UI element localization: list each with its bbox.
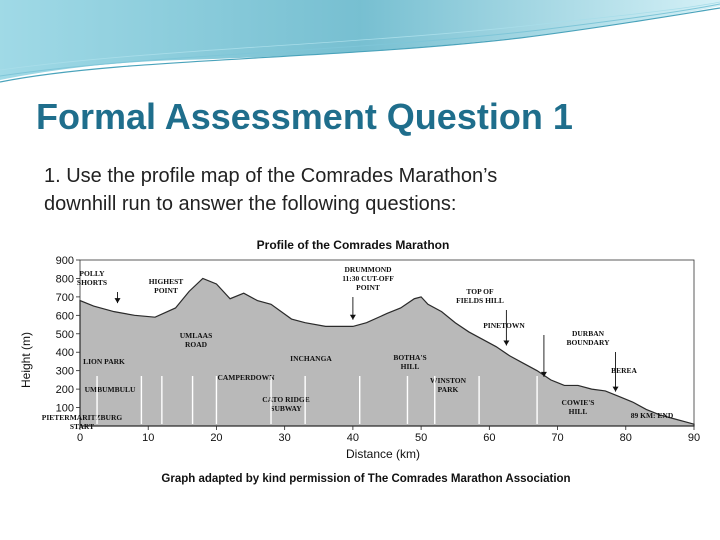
slide-title: Formal Assessment Question 1	[36, 96, 573, 137]
place-label: WINSTON	[430, 376, 467, 385]
place-label: DRUMMOND	[344, 265, 392, 274]
y-tick-label: 700	[56, 292, 74, 304]
question-text: 1. Use the profile map of the Comrades M…	[44, 162, 644, 218]
place-arrowhead	[114, 298, 121, 304]
question-line-1: 1. Use the profile map of the Comrades M…	[44, 165, 498, 187]
x-tick-label: 70	[551, 432, 563, 444]
place-label: PIETERMARITZBURG	[42, 413, 123, 422]
x-tick-label: 50	[415, 432, 427, 444]
comrades-profile-figure: Profile of the Comrades Marathon Height …	[18, 232, 708, 492]
y-tick-label: 500	[56, 329, 74, 341]
y-tick-label: 200	[56, 384, 74, 396]
place-label: FIELDS HILL	[456, 296, 504, 305]
place-label: 89 KM: END	[631, 411, 674, 420]
y-axis-label: Height (m)	[19, 332, 33, 388]
x-axis-label: Distance (km)	[346, 447, 420, 461]
place-label: ROAD	[185, 340, 208, 349]
x-tick-label: 90	[688, 432, 700, 444]
place-label: CATO RIDGE	[262, 395, 309, 404]
place-label: POINT	[356, 283, 380, 292]
x-tick-label: 20	[210, 432, 222, 444]
place-label: BOTHA'S	[393, 353, 426, 362]
place-label: COWIE'S	[562, 398, 595, 407]
place-arrowhead	[349, 314, 356, 320]
x-tick-label: 30	[279, 432, 291, 444]
elevation-profile-area	[79, 277, 695, 427]
x-tick-label: 60	[483, 432, 495, 444]
y-tick-label: 100	[56, 403, 74, 415]
place-label: START	[70, 422, 94, 431]
place-label: POLLY	[79, 269, 105, 278]
x-tick-label: 10	[142, 432, 154, 444]
place-label: PINETOWN	[483, 321, 525, 330]
header-swoosh-decoration	[0, 0, 720, 83]
figure-title: Profile of the Comrades Marathon	[257, 238, 450, 252]
y-tick-label: 300	[56, 366, 74, 378]
place-label: HILL	[401, 362, 420, 371]
place-label: SUBWAY	[270, 404, 302, 413]
y-tick-label: 600	[56, 310, 74, 322]
x-tick-label: 80	[620, 432, 632, 444]
y-tick-label: 800	[56, 273, 74, 285]
place-label: PARK	[438, 385, 459, 394]
place-label: LION PARK	[83, 357, 125, 366]
place-label: UMBUMBULU	[85, 385, 136, 394]
place-label: INCHANGA	[290, 354, 332, 363]
place-label: CAMPERDOWN	[217, 373, 275, 382]
place-label: BOUNDARY	[566, 338, 610, 347]
y-tick-label: 900	[56, 255, 74, 267]
place-label: TOP OF	[466, 287, 494, 296]
place-label: HILL	[569, 407, 588, 416]
place-label: HIGHEST	[149, 277, 184, 286]
place-arrowhead	[503, 340, 510, 346]
elevation-profile-chart: Profile of the Comrades Marathon Height …	[19, 238, 700, 485]
place-label: POINT	[154, 286, 178, 295]
place-arrowhead	[612, 386, 619, 392]
place-label: UMLAAS	[180, 331, 213, 340]
y-tick-label: 400	[56, 347, 74, 359]
place-label: BEREA	[611, 366, 637, 375]
place-label: SHORTS	[77, 278, 107, 287]
place-label: 11:30 CUT-OFF	[342, 274, 394, 283]
place-label: DURBAN	[572, 329, 605, 338]
plot-area: 100 200 300 400 500 600 700 800 900 0 10 20 30 40 50 60…	[42, 255, 700, 444]
question-line-2: downhill run to answer the following que…	[44, 193, 457, 215]
x-tick-label: 0	[77, 432, 83, 444]
figure-credit: Graph adapted by kind permission of The …	[161, 473, 570, 485]
x-tick-label: 40	[347, 432, 359, 444]
place-arrowhead	[540, 371, 547, 377]
